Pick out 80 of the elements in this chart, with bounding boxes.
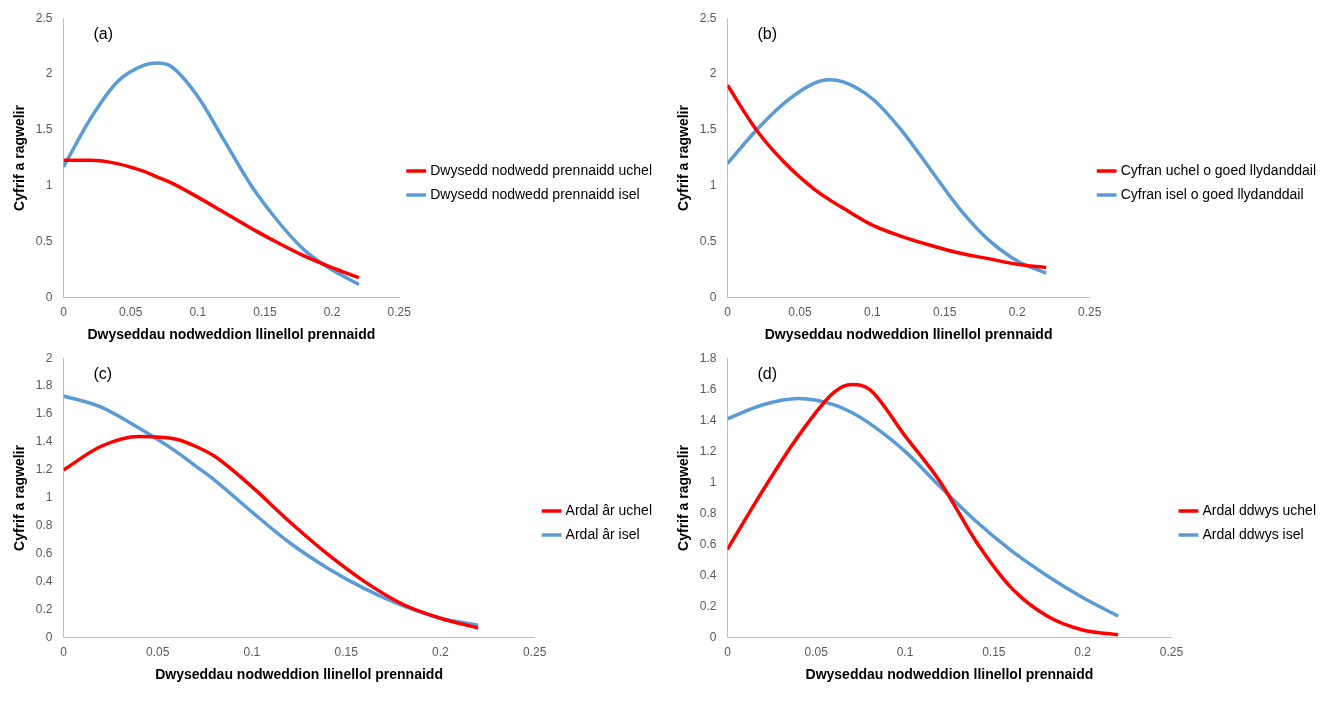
y-tick-label: 0.5 xyxy=(35,234,53,249)
y-tick-label: 1 xyxy=(709,178,717,193)
x-tick-label: 0.25 xyxy=(1077,305,1102,320)
y-tick-label: 1.4 xyxy=(35,434,53,449)
x-axis-title: Dwyseddau nodweddion llinellol prennaidd xyxy=(764,326,1053,343)
y-axis-title: Cyfrif a ragwelir xyxy=(11,444,28,551)
y-tick-label: 0.2 xyxy=(35,602,53,617)
annotation: (d) xyxy=(757,364,778,382)
x-tick-label: 0.25 xyxy=(522,645,547,660)
legend-label: Dwysedd nodwedd prennaidd isel xyxy=(430,185,640,202)
x-axis-title: Dwyseddau nodweddion llinellol prennaidd xyxy=(155,666,443,683)
y-tick-label: 0.5 xyxy=(699,234,717,249)
x-tick-label: 0.05 xyxy=(146,645,170,660)
y-tick-label: 0 xyxy=(45,630,53,645)
y-tick-label: 2 xyxy=(45,66,53,81)
x-axis-title: Dwyseddau nodweddion llinellol prennaidd xyxy=(805,666,1094,683)
annotation: (b) xyxy=(757,24,778,42)
x-tick-label: 0.05 xyxy=(804,645,829,660)
x-tick-label: 0.1 xyxy=(189,305,207,320)
y-tick-label: 1.6 xyxy=(699,381,717,396)
legend-label: Cyfran isel o goed llydanddail xyxy=(1120,185,1304,202)
legend-label: Ardal âr uchel xyxy=(565,501,653,518)
y-tick-label: 0.6 xyxy=(35,546,53,561)
y-tick-label: 0.8 xyxy=(35,518,53,533)
y-tick-label: 0.8 xyxy=(699,505,717,520)
x-tick-label: 0 xyxy=(60,645,68,660)
annotation: (a) xyxy=(93,24,114,42)
x-tick-label: 0.15 xyxy=(933,305,957,320)
y-tick-label: 2 xyxy=(709,66,717,81)
x-tick-label: 0 xyxy=(724,645,732,660)
y-tick-label: 0 xyxy=(45,290,53,305)
y-axis-title: Cyfrif a ragwelir xyxy=(11,104,28,211)
x-axis-title: Dwyseddau nodweddion llinellol prennaidd xyxy=(87,326,376,343)
y-tick-label: 0.4 xyxy=(35,574,53,589)
legend-label: Ardal ddwys isel xyxy=(1202,525,1304,542)
y-axis-title: Cyfrif a ragwelir xyxy=(675,444,692,551)
y-tick-label: 2.5 xyxy=(35,10,53,25)
x-tick-label: 0 xyxy=(60,305,68,320)
x-tick-label: 0.2 xyxy=(323,305,341,320)
x-tick-label: 0.25 xyxy=(1159,645,1184,660)
y-tick-label: 2 xyxy=(45,350,53,365)
legend-label: Cyfran uchel o goed llydanddail xyxy=(1120,161,1317,178)
y-tick-label: 0 xyxy=(709,630,717,645)
x-tick-label: 0.1 xyxy=(864,305,882,320)
x-tick-label: 0.15 xyxy=(982,645,1006,660)
x-tick-label: 0.1 xyxy=(896,645,914,660)
x-tick-label: 0 xyxy=(724,305,732,320)
y-tick-label: 1 xyxy=(45,178,53,193)
x-tick-label: 0.05 xyxy=(118,305,143,320)
legend-label: Ardal ddwys uchel xyxy=(1202,501,1317,518)
legend-label: Ardal âr isel xyxy=(565,525,640,542)
x-tick-label: 0.15 xyxy=(334,645,359,660)
legend-label: Dwysedd nodwedd prennaidd uchel xyxy=(430,161,653,178)
y-tick-label: 1 xyxy=(45,490,53,505)
y-tick-label: 1.8 xyxy=(35,378,53,393)
y-tick-label: 1.2 xyxy=(35,462,53,477)
y-tick-label: 1 xyxy=(709,474,717,489)
y-tick-label: 0 xyxy=(709,290,717,305)
x-tick-label: 0.15 xyxy=(253,305,277,320)
x-tick-label: 0.2 xyxy=(1074,645,1092,660)
y-tick-label: 1.4 xyxy=(699,412,717,427)
x-tick-label: 0.2 xyxy=(1008,305,1026,320)
annotation: (c) xyxy=(93,364,113,382)
x-tick-label: 0.1 xyxy=(243,645,261,660)
y-tick-label: 0.6 xyxy=(699,536,717,551)
y-axis-title: Cyfrif a ragwelir xyxy=(675,104,692,211)
line-series xyxy=(63,61,361,287)
line-series xyxy=(63,158,361,280)
line-series xyxy=(63,434,480,630)
y-tick-label: 1.8 xyxy=(699,350,717,365)
y-tick-label: 1.2 xyxy=(699,443,717,458)
y-tick-label: 2.5 xyxy=(699,10,717,25)
x-tick-label: 0.2 xyxy=(432,645,450,660)
x-tick-label: 0.05 xyxy=(788,305,812,320)
y-tick-label: 1.6 xyxy=(35,406,53,421)
y-tick-label: 0.2 xyxy=(699,599,717,614)
x-tick-label: 0.25 xyxy=(387,305,412,320)
y-tick-label: 1.5 xyxy=(35,122,53,137)
y-tick-label: 0.4 xyxy=(699,567,717,582)
y-tick-label: 1.5 xyxy=(699,122,717,137)
